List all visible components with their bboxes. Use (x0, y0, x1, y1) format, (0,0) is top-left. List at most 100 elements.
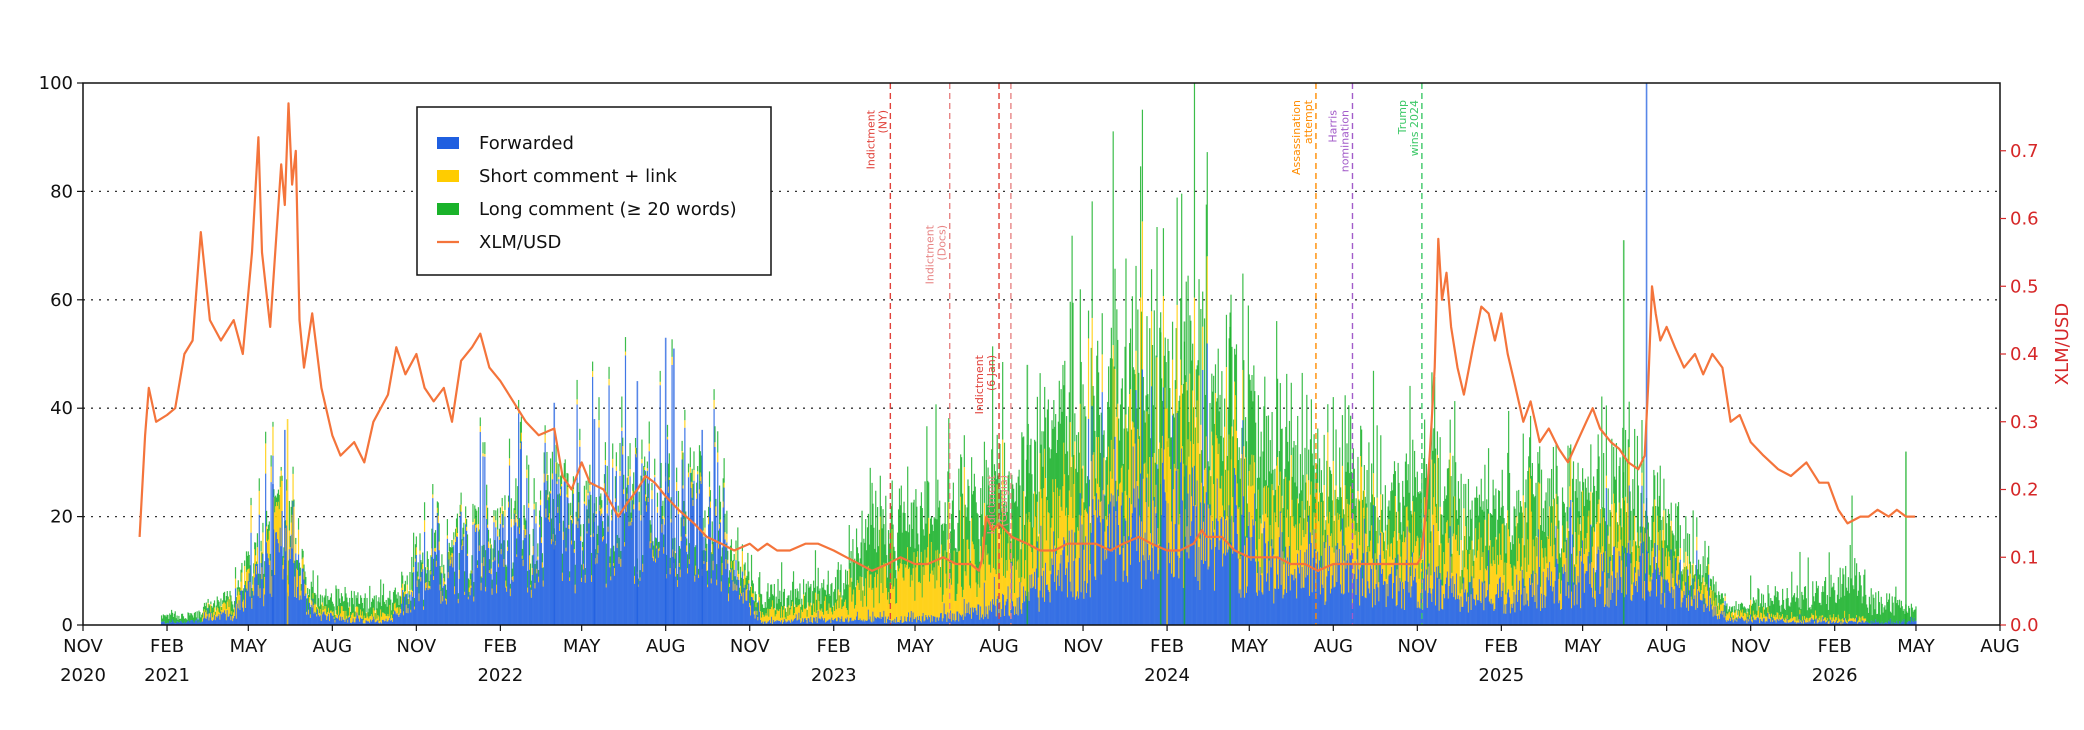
long-bar (1253, 365, 1255, 456)
forwarded-bar (560, 495, 562, 625)
forwarded-bar (239, 609, 241, 625)
short-bar (972, 544, 975, 613)
short-bar (1280, 512, 1282, 585)
long-bar (938, 507, 940, 566)
long-bar (1033, 493, 1035, 528)
forwarded-bar (569, 581, 571, 625)
long-bar (792, 571, 795, 616)
short-bar (1225, 367, 1228, 521)
long-bar (1164, 337, 1166, 388)
long-bar (1043, 431, 1045, 489)
forwarded-bar (428, 587, 430, 625)
forwarded-bar (390, 620, 392, 625)
forwarded-bar (465, 530, 468, 625)
long-bar (989, 504, 991, 565)
long-bar (1013, 488, 1015, 559)
long-bar (1551, 506, 1554, 557)
long-bar (1422, 559, 1424, 580)
forwarded-bar (647, 501, 649, 625)
short-bar (1501, 524, 1503, 591)
short-bar (1548, 538, 1550, 581)
short-bar (1568, 585, 1570, 599)
long-bar (1569, 447, 1571, 487)
long-bar (279, 476, 281, 487)
short-bar (1171, 359, 1174, 416)
short-bar (477, 524, 480, 532)
long-bar (1411, 514, 1413, 557)
forwarded-bar (861, 620, 863, 625)
short-bar (558, 477, 560, 480)
short-bar (743, 575, 745, 588)
forwarded-bar (192, 621, 195, 625)
long-bar (1343, 514, 1345, 561)
long-bar (1172, 413, 1175, 490)
forwarded-bar (662, 518, 664, 625)
forwarded-bar (1350, 555, 1352, 625)
short-bar (246, 569, 248, 591)
forwarded-bar (929, 622, 932, 625)
long-bar (888, 543, 891, 605)
forwarded-bar (1403, 588, 1405, 625)
long-bar (373, 595, 375, 611)
forwarded-bar (1252, 519, 1254, 625)
long-bar (335, 585, 337, 611)
forwarded-bar (309, 617, 312, 625)
forwarded-bar (705, 550, 707, 625)
short-bar (312, 593, 314, 599)
short-bar (1674, 586, 1676, 609)
short-bar (718, 543, 720, 549)
long-bar (646, 461, 649, 469)
short-bar (995, 574, 997, 617)
long-bar (177, 619, 179, 622)
forwarded-bar (1177, 555, 1179, 625)
long-bar (948, 418, 950, 503)
short-bar (485, 586, 487, 592)
short-bar (1436, 454, 1439, 578)
forwarded-bar (1504, 604, 1506, 625)
long-bar (602, 521, 604, 538)
long-bar (427, 558, 429, 582)
forwarded-bar (848, 621, 850, 625)
long-bar (651, 482, 653, 491)
short-bar (1179, 513, 1181, 558)
long-bar (1309, 439, 1312, 495)
forwarded-bar (1520, 594, 1523, 625)
long-bar (501, 497, 503, 507)
forwarded-bar (1180, 462, 1182, 625)
forwarded-bar (761, 621, 764, 625)
forwarded-bar (471, 573, 473, 625)
forwarded-bar (1023, 586, 1025, 625)
forwarded-bar (1257, 561, 1260, 625)
forwarded-bar (423, 531, 426, 625)
long-bar (1408, 492, 1410, 532)
short-bar (706, 561, 708, 571)
long-bar (491, 579, 493, 589)
short-bar (971, 541, 974, 608)
forwarded-bar (1009, 616, 1011, 625)
forwarded-bar (1617, 589, 1619, 625)
long-bar (800, 606, 802, 619)
long-bar (1415, 497, 1418, 542)
long-bar (370, 607, 372, 616)
short-bar (1132, 422, 1134, 447)
forwarded-bar (546, 480, 548, 625)
short-bar (1241, 454, 1243, 515)
forwarded-bar (961, 614, 964, 625)
forwarded-bar (874, 616, 876, 625)
short-bar (587, 493, 589, 496)
long-bar (1674, 551, 1676, 587)
forwarded-bar (677, 514, 680, 625)
short-bar (1025, 513, 1028, 596)
short-bar (1643, 503, 1645, 542)
long-bar (1263, 406, 1265, 488)
long-bar (786, 597, 788, 607)
long-bar (516, 538, 518, 555)
forwarded-bar (937, 617, 939, 625)
short-bar (245, 571, 248, 589)
long-bar (1452, 455, 1454, 537)
forwarded-bar (716, 585, 718, 625)
short-bar (787, 615, 789, 622)
forwarded-bar (606, 513, 608, 625)
long-bar (1656, 472, 1659, 516)
short-bar (1107, 484, 1109, 526)
